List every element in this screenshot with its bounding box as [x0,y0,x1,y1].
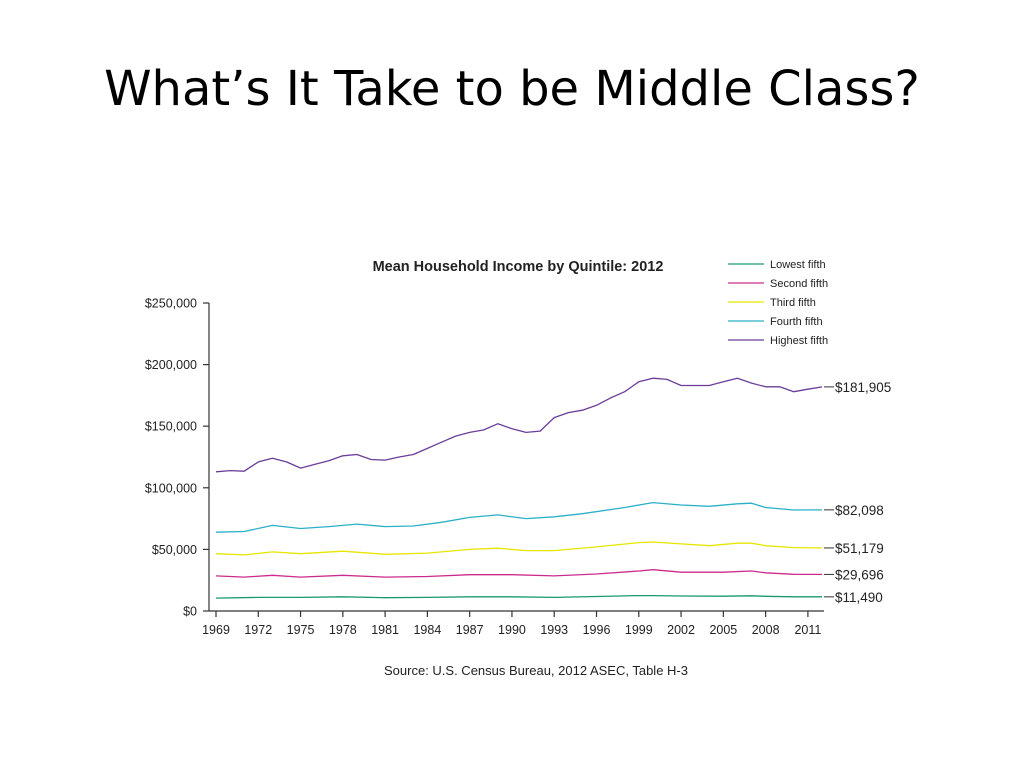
chart-legend: Lowest fifth Second fifth Third fifth Fourt… [728,259,828,347]
x-tick-label: 1978 [329,623,357,637]
series-line-highest-fifth [215,377,823,473]
x-tick-label: 1990 [498,623,526,637]
series-line-second-fifth [215,569,823,578]
x-tick-label: 2011 [794,623,821,637]
x-tick-label: 2002 [667,623,695,637]
legend-entry: Third fifth [770,297,816,309]
legend-entry: Highest fifth [770,335,828,347]
x-tick-label: 2005 [709,623,737,637]
chart-source: Source: U.S. Census Bureau, 2012 ASEC, T… [384,663,688,678]
series-lines [215,377,823,599]
x-tick-label: 2008 [752,623,780,637]
y-tick-label: $100,000 [145,481,197,495]
series-line-third-fifth [215,541,823,556]
y-tick-label: $150,000 [145,420,197,434]
x-tick-label: 1987 [456,623,484,637]
end-value-label: $29,696 [835,567,884,582]
x-tick-label: 1975 [287,623,315,637]
end-value-label: $82,098 [835,503,884,518]
legend-entry: Lowest fifth [770,259,826,271]
x-tick-label: 1981 [371,623,399,637]
x-tick-label: 1993 [540,623,568,637]
end-value-label: $11,490 [835,590,883,605]
x-axis: 1969 1972 1975 1978 1981 1984 1987 1990 1993 1996… [202,610,824,637]
x-tick-label: 1996 [583,623,611,637]
chart-title: Mean Household Income by Quintile: 2012 [373,259,664,275]
end-value-label: $51,179 [835,541,884,556]
slide-title: What’s It Take to be Middle Class? [104,61,920,117]
end-labels: $11,490 $29,696 $51,179 $82,098 $181,905 [824,380,891,605]
legend-entry: Second fifth [770,278,828,290]
x-tick-label: 1984 [413,623,441,637]
legend-entry: Fourth fifth [770,316,823,328]
y-tick-label: $250,000 [145,297,197,311]
end-value-label: $181,905 [835,380,891,395]
y-axis: $0 $50,000 $100,000 $150,000 $200,000 $250,00… [145,297,210,619]
y-tick-label: $50,000 [152,543,197,557]
x-tick-label: 1969 [202,623,230,637]
x-tick-label: 1972 [244,623,272,637]
series-line-fourth-fifth [215,501,823,533]
y-tick-label: $0 [183,605,197,619]
series-line-lowest-fifth [215,594,822,599]
y-tick-label: $200,000 [145,358,197,372]
x-tick-label: 1999 [625,623,653,637]
